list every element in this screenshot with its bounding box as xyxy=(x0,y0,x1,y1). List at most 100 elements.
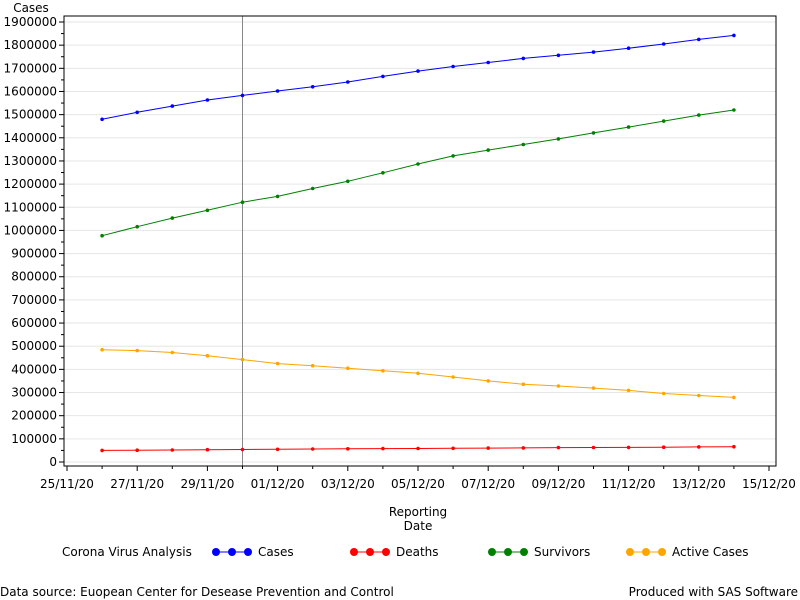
data-point xyxy=(661,391,666,396)
x-tick-label: 01/12/20 xyxy=(251,477,305,491)
legend-marker xyxy=(228,548,236,556)
data-point xyxy=(135,110,139,115)
data-point xyxy=(346,447,350,451)
data-point xyxy=(381,74,385,79)
y-tick-label: 900000 xyxy=(11,247,57,261)
data-point xyxy=(451,154,455,158)
y-tick-label: 1300000 xyxy=(4,154,57,168)
data-point xyxy=(100,448,104,453)
series-line xyxy=(101,109,734,237)
x-tick-label: 11/12/20 xyxy=(602,477,656,491)
x-axis-title-line2: Date xyxy=(404,519,433,533)
y-tick-label: 400000 xyxy=(11,362,57,376)
data-point xyxy=(697,37,701,42)
data-point xyxy=(240,447,245,452)
legend-label: Cases xyxy=(258,545,294,559)
y-tick-label: 1600000 xyxy=(4,84,57,98)
plot-frame xyxy=(63,15,777,467)
data-point xyxy=(591,50,596,54)
data-point xyxy=(697,113,701,117)
x-tick-label: 29/11/20 xyxy=(180,477,234,491)
data-point xyxy=(205,208,210,213)
data-point xyxy=(521,382,526,387)
x-tick-label: 25/11/20 xyxy=(40,477,94,491)
data-point xyxy=(486,446,491,450)
legend-label: Deaths xyxy=(396,545,439,559)
data-point xyxy=(100,117,104,122)
data-point xyxy=(310,363,315,368)
legend-marker xyxy=(366,548,374,556)
data-point xyxy=(521,446,526,450)
data-point xyxy=(556,445,561,450)
legend-marker xyxy=(626,548,634,556)
data-point xyxy=(275,89,280,93)
y-tick-label: 1900000 xyxy=(4,15,57,29)
x-axis: 25/11/20 27/11/20 29/11/20 01/12/20 03/12/20… xyxy=(40,466,796,491)
data-point xyxy=(416,371,420,376)
footer-source: Data source: Euopean Center for Desease … xyxy=(0,585,394,599)
data-point xyxy=(416,162,420,166)
data-point xyxy=(240,200,245,204)
data-point xyxy=(205,98,210,102)
data-point xyxy=(697,445,701,449)
data-point xyxy=(451,375,455,379)
legend-item-survivors: Survivors xyxy=(488,545,590,559)
y-tick-label: 600000 xyxy=(11,316,57,330)
series-line xyxy=(102,34,734,120)
legend-item-cases: Cases xyxy=(212,545,294,559)
legend-marker xyxy=(488,548,496,556)
data-point xyxy=(346,179,350,184)
y-tick-label: 700000 xyxy=(11,293,57,307)
series-survivors xyxy=(100,108,736,238)
data-point xyxy=(486,379,491,383)
x-tick-label: 09/12/20 xyxy=(531,477,585,491)
data-point xyxy=(170,448,175,452)
data-point xyxy=(626,388,631,393)
y-tick-label: 1700000 xyxy=(4,61,57,75)
data-point xyxy=(626,46,631,50)
legend-marker xyxy=(244,548,252,556)
data-point xyxy=(170,216,175,220)
data-point xyxy=(310,447,315,451)
y-tick-label: 200000 xyxy=(11,409,57,423)
legend-marker xyxy=(350,548,358,556)
data-point xyxy=(521,142,526,147)
data-point xyxy=(381,446,385,451)
legend-label: Survivors xyxy=(534,545,590,559)
data-point xyxy=(240,93,245,98)
y-tick-label: 100000 xyxy=(11,432,57,446)
series-cases xyxy=(100,33,736,122)
legend-marker xyxy=(520,548,528,556)
data-point xyxy=(626,125,631,129)
data-point xyxy=(626,445,631,450)
y-tick-label: 1100000 xyxy=(4,200,57,214)
y-tick-label: 300000 xyxy=(11,386,57,400)
x-tick-label: 15/12/20 xyxy=(742,477,796,491)
data-point xyxy=(556,137,561,141)
data-point xyxy=(732,33,736,38)
data-point xyxy=(275,194,280,199)
data-point xyxy=(135,224,139,229)
data-point xyxy=(205,353,210,358)
series-deaths xyxy=(100,444,736,453)
data-point xyxy=(416,446,420,451)
legend-marker xyxy=(504,548,512,556)
series-lines xyxy=(100,33,736,453)
data-point xyxy=(661,42,666,46)
legend-marker xyxy=(382,548,390,556)
legend: Corona Virus Analysis Cases Deaths Survivo… xyxy=(62,545,749,559)
legend-item-deaths: Deaths xyxy=(350,545,439,559)
x-tick-label: 27/11/20 xyxy=(110,477,164,491)
x-tick-label: 07/12/20 xyxy=(461,477,515,491)
legend-marker xyxy=(212,548,220,556)
y-tick-label: 1500000 xyxy=(4,108,57,122)
legend-items: Cases Deaths Survivors Active Cases xyxy=(212,545,749,559)
data-point xyxy=(661,119,666,123)
y-tick-label: 1800000 xyxy=(4,38,57,52)
data-point xyxy=(100,347,104,352)
y-tick-label: 1200000 xyxy=(4,177,57,191)
data-point xyxy=(310,85,315,89)
legend-label: Active Cases xyxy=(672,545,749,559)
data-point xyxy=(732,108,736,112)
